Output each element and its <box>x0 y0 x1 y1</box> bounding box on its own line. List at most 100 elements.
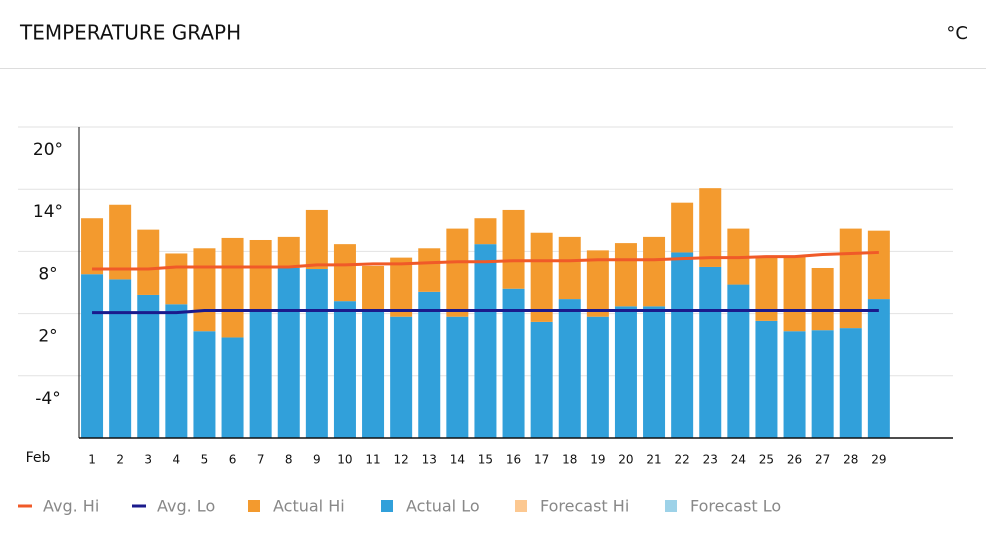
x-tick-label: 2 <box>116 453 124 467</box>
bar-hi <box>446 228 469 317</box>
bar-lo <box>221 337 244 438</box>
bar-hi <box>755 256 778 321</box>
bar-hi <box>390 257 413 317</box>
bar-lo <box>530 321 553 438</box>
bar-hi <box>418 248 441 292</box>
bar-hi <box>783 256 806 332</box>
x-tick-label: 14 <box>450 453 465 467</box>
bar-hi <box>558 236 581 300</box>
x-tick-label: 7 <box>257 453 265 467</box>
bar-lo <box>109 279 132 438</box>
legend-label: Avg. Hi <box>43 497 99 516</box>
x-tick-label: 15 <box>478 453 493 467</box>
bar-lo <box>811 330 834 438</box>
x-tick-label: 21 <box>646 453 661 467</box>
x-label: Feb <box>26 450 51 466</box>
x-tick-label: 17 <box>534 453 549 467</box>
bar-lo <box>727 284 750 438</box>
y-tick-label: 14° <box>33 202 63 222</box>
x-tick-label: 10 <box>337 453 352 467</box>
legend-marker <box>665 500 677 512</box>
x-tick-label: 26 <box>787 453 802 467</box>
x-tick-label: 28 <box>843 453 858 467</box>
legend-label: Forecast Lo <box>690 497 781 516</box>
bar-hi <box>81 218 104 275</box>
x-tick-label: 25 <box>759 453 774 467</box>
bar-lo <box>474 244 497 438</box>
legend-marker <box>515 500 527 512</box>
bar-lo <box>558 299 581 438</box>
bar-hi <box>165 253 188 305</box>
bar-hi <box>277 236 300 268</box>
x-tick-label: 4 <box>173 453 181 467</box>
bar-lo <box>390 316 413 438</box>
x-tick-label: 3 <box>144 453 152 467</box>
bar-hi <box>643 236 666 307</box>
x-tick-label: 22 <box>675 453 690 467</box>
bar-lo <box>277 267 300 438</box>
bar-lo <box>699 266 722 438</box>
bar-lo <box>502 288 525 438</box>
bar-lo <box>614 306 637 438</box>
bar-lo <box>643 306 666 438</box>
legend-label: Forecast Hi <box>540 497 629 516</box>
y-tick-label: 8° <box>38 264 57 284</box>
bar-hi <box>221 237 244 338</box>
x-tick-label: 24 <box>731 453 746 467</box>
y-tick-label: -4° <box>35 389 60 409</box>
bar-hi <box>811 267 834 331</box>
bar-lo <box>81 274 104 438</box>
bar-hi <box>614 243 637 307</box>
bar-lo <box>446 316 469 438</box>
legend-label: Actual Hi <box>273 497 345 516</box>
bar-hi <box>137 229 160 295</box>
bar-hi <box>474 218 497 245</box>
bar-hi <box>109 204 132 280</box>
x-tick-label: 29 <box>871 453 886 467</box>
x-tick-label: 12 <box>394 453 409 467</box>
x-tick-label: 27 <box>815 453 830 467</box>
bar-hi <box>362 265 385 311</box>
bar-lo <box>249 310 272 438</box>
x-tick-label: 5 <box>201 453 209 467</box>
bar-hi <box>699 188 722 267</box>
bar-lo <box>193 331 216 438</box>
x-tick-label: 9 <box>313 453 321 467</box>
bar-hi <box>867 230 890 300</box>
bar-lo <box>418 291 441 438</box>
x-tick-label: 11 <box>365 453 380 467</box>
bar-lo <box>137 294 160 438</box>
unit: °C <box>946 23 968 44</box>
y-tick-label: 20° <box>33 140 63 160</box>
bar-hi <box>333 244 356 302</box>
bar-lo <box>671 252 694 438</box>
legend-label: Avg. Lo <box>157 497 215 516</box>
bar-lo <box>305 269 328 438</box>
bar-hi <box>193 248 216 332</box>
bar-hi <box>671 202 694 253</box>
bar-hi <box>305 209 328 270</box>
x-tick-label: 1 <box>88 453 96 467</box>
legend-marker <box>248 500 260 512</box>
avg-line <box>92 308 879 315</box>
avg-line <box>92 250 879 271</box>
title: TEMPERATURE GRAPH <box>19 21 241 45</box>
bar-hi <box>502 209 525 289</box>
x-tick-label: 16 <box>506 453 521 467</box>
y-tick-label: 2° <box>38 327 57 347</box>
bar-hi <box>530 232 553 322</box>
bar-lo <box>362 310 385 438</box>
bar-lo <box>867 299 890 438</box>
bar-hi <box>586 250 609 317</box>
bar-lo <box>839 328 862 438</box>
bar-lo <box>586 316 609 438</box>
x-tick-label: 13 <box>422 453 437 467</box>
bar-hi <box>839 228 862 329</box>
bar-hi <box>249 239 272 311</box>
x-tick-label: 18 <box>562 453 577 467</box>
x-tick-label: 20 <box>618 453 633 467</box>
bar-lo <box>755 320 778 438</box>
x-tick-label: 6 <box>229 453 237 467</box>
